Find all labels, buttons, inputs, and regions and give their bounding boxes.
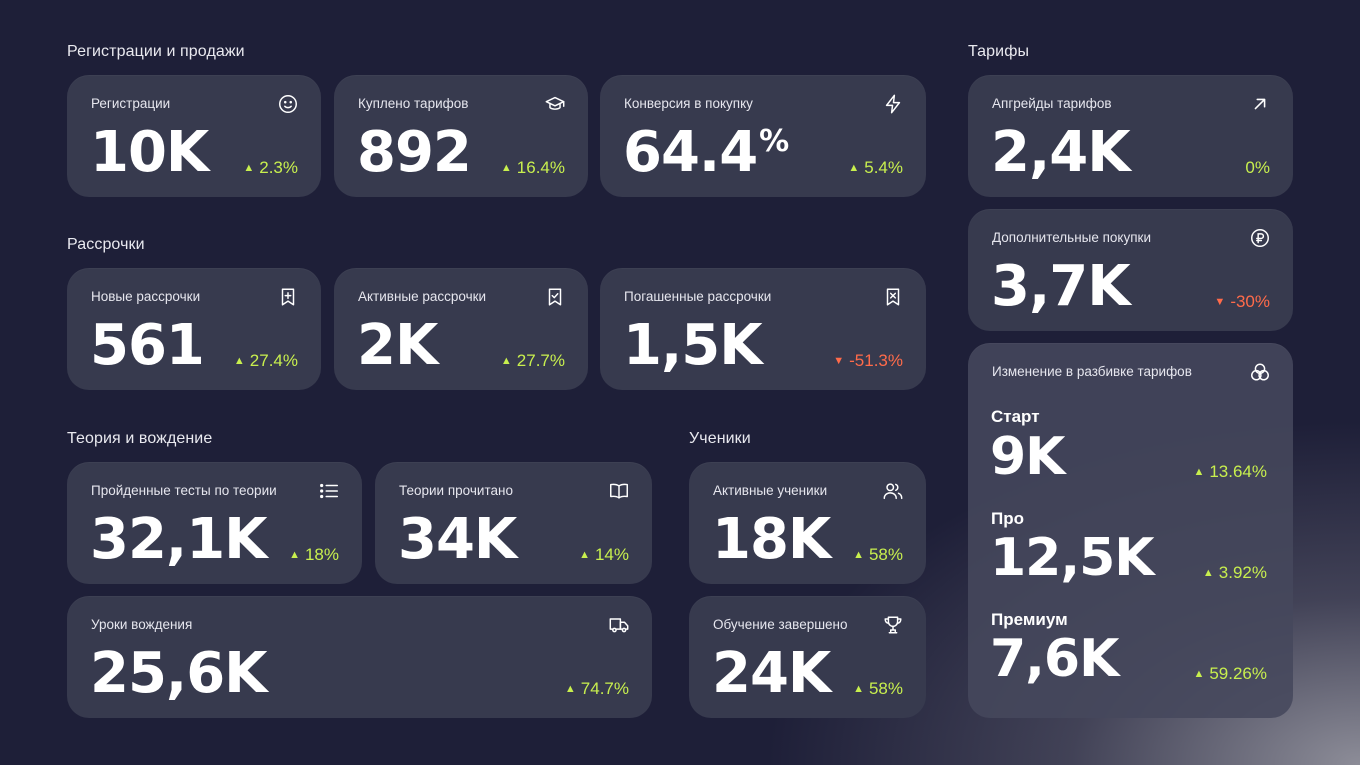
card-value: 64.4% [623,120,789,185]
arrow-up-icon: ▲ [564,683,576,695]
ruble-icon [1249,227,1271,249]
card-training-completed[interactable]: Обучение завершено 24K ▲ 58% [689,596,926,718]
card-label: Погашенные рассрочки [624,289,772,304]
card-extra-purchases[interactable]: Дополнительные покупки 3,7K ▼ -30% [968,209,1293,331]
arrow-up-icon: ▲ [1193,668,1205,680]
card-driving-lessons[interactable]: Уроки вождения 25,6K ▲ 74.7% [67,596,652,718]
tier-name-start: Старт [991,407,1040,426]
arrow-up-icon: ▲ [579,549,590,561]
card-label: Изменение в разбивке тарифов [992,364,1192,379]
card-delta: ▲ 74.7% [564,679,629,698]
tier-value-start: 9K [990,427,1065,487]
section-title-installments: Рассрочки [67,236,145,253]
tier-delta-premium: ▲ 59.26% [1193,664,1267,683]
card-label: Куплено тарифов [358,96,469,111]
list-icon [318,480,340,502]
card-label: Пройденные тесты по теории [91,483,277,498]
tier-value-pro: 12,5K [990,528,1155,588]
section-title-students: Ученики [689,430,751,447]
section-title-tariffs: Тарифы [968,43,1030,60]
card-value: 2K [357,313,438,378]
card-delta: ▼ -51.3% [833,351,903,370]
card-label: Конверсия в покупку [624,96,753,111]
card-label: Дополнительные покупки [992,230,1152,245]
card-delta: ▲ 2.3% [243,158,298,177]
section-title-sales: Регистрации и продажи [67,43,245,60]
card-delta: ▲ 58% [853,679,903,698]
truck-icon [608,614,630,636]
card-tariffs-bought[interactable]: Куплено тарифов 892 ▲ 16.4% [334,75,588,197]
card-value: 24K [712,641,831,706]
card-value: 34K [398,507,517,572]
arrow-up-icon: ▲ [233,355,245,367]
section-title-theory: Теория и вождение [67,430,213,447]
card-delta: ▲ 5.4% [848,158,903,177]
card-delta: 0% [1245,158,1270,177]
arrow-up-right-icon [1249,93,1271,115]
bookmark-check-icon [544,286,566,308]
arrow-down-icon: ▼ [833,355,845,367]
bookmark-x-icon [882,286,904,308]
card-value: 25,6K [90,641,268,706]
tier-name-pro: Про [991,509,1024,528]
card-label: Апгрейды тарифов [992,96,1112,111]
arrow-up-icon: ▲ [853,683,864,695]
card-upgrades[interactable]: Апгрейды тарифов 2,4K 0% [968,75,1293,197]
trophy-icon [882,614,904,636]
card-active-installments[interactable]: Активные рассрочки 2K ▲ 27.7% [334,268,588,390]
card-delta: ▼ -30% [1214,292,1270,311]
card-label: Активные рассрочки [358,289,487,304]
bookmark-plus-icon [277,286,299,308]
card-label: Новые рассрочки [91,289,201,304]
tier-value-premium: 7,6K [990,629,1119,689]
card-label: Активные ученики [713,483,828,498]
arrow-up-icon: ▲ [243,162,255,174]
card-value: 1,5K [623,313,763,378]
tier-name-premium: Премиум [991,610,1068,629]
card-label: Теории прочитано [399,483,513,498]
smile-icon [277,93,299,115]
card-delta: ▲ 27.7% [500,351,565,370]
tier-delta-pro: ▲ 3.92% [1202,563,1267,582]
card-delta: ▲ 14% [579,545,629,564]
card-value: 3,7K [991,254,1131,319]
arrow-up-icon: ▲ [500,355,512,367]
card-value: 561 [90,313,205,378]
card-tariff-breakdown[interactable]: Изменение в разбивке тарифов Старт 9K ▲ 1… [968,343,1293,718]
arrow-up-icon: ▲ [500,162,512,174]
arrow-up-icon: ▲ [289,549,300,561]
card-delta: ▲ 58% [853,545,903,564]
arrow-up-icon: ▲ [853,549,864,561]
card-label: Регистрации [91,96,171,111]
card-delta: ▲ 18% [289,545,339,564]
arrow-up-icon: ▲ [1193,466,1205,478]
circles-icon [1249,361,1271,383]
card-value: 10K [90,120,209,185]
card-registrations[interactable]: Регистрации 10K ▲ 2.3% [67,75,321,197]
open-book-icon [608,480,630,502]
card-delta: ▲ 27.4% [233,351,298,370]
graduation-cap-icon [544,93,566,115]
card-delta: ▲ 16.4% [500,158,565,177]
card-label: Уроки вождения [91,617,193,632]
card-value: 32,1K [90,507,268,572]
card-value: 892 [357,120,472,185]
card-theory-tests[interactable]: Пройденные тесты по теории 32,1K ▲ 18% [67,462,362,584]
card-paid-installments[interactable]: Погашенные рассрочки 1,5K ▼ -51.3% [600,268,926,390]
tier-delta-start: ▲ 13.64% [1193,462,1267,481]
card-value: 18K [712,507,831,572]
users-icon [882,480,904,502]
card-new-installments[interactable]: Новые рассрочки 561 ▲ 27.4% [67,268,321,390]
lightning-icon [882,93,904,115]
card-conversion[interactable]: Конверсия в покупку 64.4% ▲ 5.4% [600,75,926,197]
arrow-down-icon: ▼ [1214,296,1226,308]
card-theory-read[interactable]: Теории прочитано 34K ▲ 14% [375,462,652,584]
card-active-students[interactable]: Активные ученики 18K ▲ 58% [689,462,926,584]
arrow-up-icon: ▲ [848,162,860,174]
arrow-up-icon: ▲ [1202,567,1214,579]
card-label: Обучение завершено [713,617,848,632]
card-value: 2,4K [991,120,1131,185]
